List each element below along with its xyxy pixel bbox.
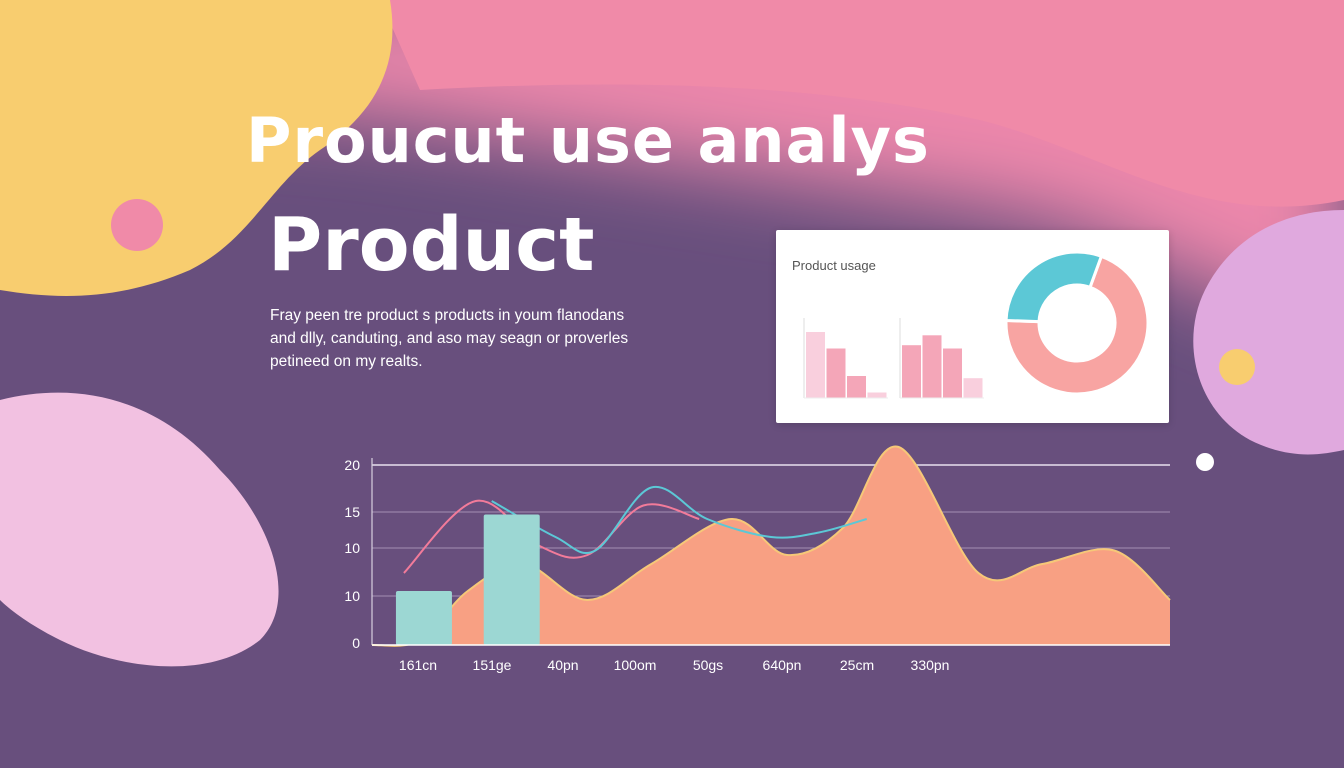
line-series-2 bbox=[491, 485, 868, 555]
y-tick-label: 20 bbox=[344, 457, 360, 473]
y-tick-label: 10 bbox=[344, 588, 360, 604]
main-chart: 20 15 10 10 0 161cn 151ge 40pn 100om 50gs 640pn 25c… bbox=[344, 445, 1171, 673]
mini-bar bbox=[867, 392, 887, 398]
description: Fray peen tre product s products in youm… bbox=[270, 304, 690, 373]
x-tick-label: 25cm bbox=[840, 657, 874, 673]
lightpink-blob bbox=[0, 392, 279, 667]
donut-slice bbox=[1004, 254, 1150, 396]
bar bbox=[483, 514, 540, 645]
description-line: petineed on my realts. bbox=[270, 353, 423, 370]
page-subtitle: Product bbox=[268, 202, 595, 288]
pink-band-shape bbox=[380, 0, 1344, 207]
x-tick-label: 330pn bbox=[911, 657, 950, 673]
lavender-blob bbox=[1193, 210, 1344, 455]
area-series bbox=[372, 446, 1170, 646]
pink-dot bbox=[111, 199, 163, 251]
x-tick-label: 40pn bbox=[547, 657, 578, 673]
mini-bar bbox=[806, 332, 825, 398]
bar bbox=[395, 591, 452, 645]
x-tick-label: 640pn bbox=[763, 657, 802, 673]
mini-bar bbox=[902, 345, 921, 398]
product-usage-card: Product usage bbox=[776, 230, 1169, 423]
page-title: Proucut use analys bbox=[246, 104, 930, 177]
x-tick-label: 100om bbox=[614, 657, 657, 673]
yellow-blob bbox=[0, 0, 393, 296]
mini-bar bbox=[943, 348, 962, 398]
yellow-dot bbox=[1219, 349, 1255, 385]
x-tick-label: 151ge bbox=[473, 657, 512, 673]
mini-bar bbox=[922, 335, 942, 398]
y-tick-label: 10 bbox=[344, 540, 360, 556]
description-line: and dlly, canduting, and aso may seagn o… bbox=[270, 330, 629, 347]
x-tick-label: 50gs bbox=[693, 657, 723, 673]
description-line: Fray peen tre product s products in youm… bbox=[270, 307, 625, 324]
mini-bar bbox=[847, 376, 866, 398]
y-tick-label: 0 bbox=[352, 635, 360, 651]
card-title: Product usage bbox=[792, 258, 876, 273]
mini-bar bbox=[826, 348, 846, 398]
x-tick-label: 161cn bbox=[399, 657, 437, 673]
white-dot bbox=[1196, 453, 1214, 471]
donut-slice bbox=[1004, 250, 1104, 324]
mini-bar bbox=[963, 378, 983, 398]
product-usage-chart bbox=[803, 250, 1150, 399]
line-series-1 bbox=[403, 499, 700, 574]
y-tick-label: 15 bbox=[344, 504, 360, 520]
